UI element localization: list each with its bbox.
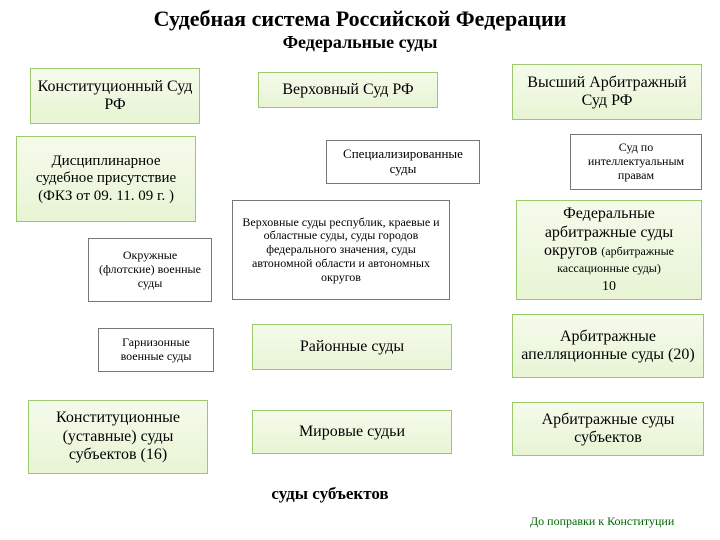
main-title: Судебная система Российской Федерации — [0, 0, 720, 32]
box-magistrate-courts: Мировые судьи — [252, 410, 452, 454]
box-federal-arbitration-courts: Федеральные арбитражные судыокругов (арб… — [516, 200, 702, 300]
box-garrison-courts: Гарнизонные военные суды — [98, 328, 214, 372]
box-supreme-court: Верховный Суд РФ — [258, 72, 438, 108]
box-constitutional-subject-courts: Конституционные (уставные) суды субъекто… — [28, 400, 208, 474]
subtitle: Федеральные суды — [0, 32, 720, 53]
box-disciplinary-presence: Дисциплинарное судебное присутствие (ФКЗ… — [16, 136, 196, 222]
footnote: До поправки к Конституции — [530, 514, 674, 529]
subjects-label: суды субъектов — [220, 484, 440, 504]
box-arbitration-subject-courts: Арбитражные суды субъектов — [512, 402, 704, 456]
box-district-courts: Районные суды — [252, 324, 452, 370]
box-arbitration-appeal-courts: Арбитражные апелляционные суды (20) — [512, 314, 704, 378]
box-republic-courts: Верховные суды республик, краевые и обла… — [232, 200, 450, 300]
box-ip-court: Суд по интеллектуальным правам — [570, 134, 702, 190]
box-constitutional-court: Конституционный Суд РФ — [30, 68, 200, 124]
box-specialized-courts: Специализированные суды — [326, 140, 480, 184]
box-higher-arbitration-court: Высший Арбитражный Суд РФ — [512, 64, 702, 120]
box-district-military-courts: Окружные (флотские) военные суды — [88, 238, 212, 302]
